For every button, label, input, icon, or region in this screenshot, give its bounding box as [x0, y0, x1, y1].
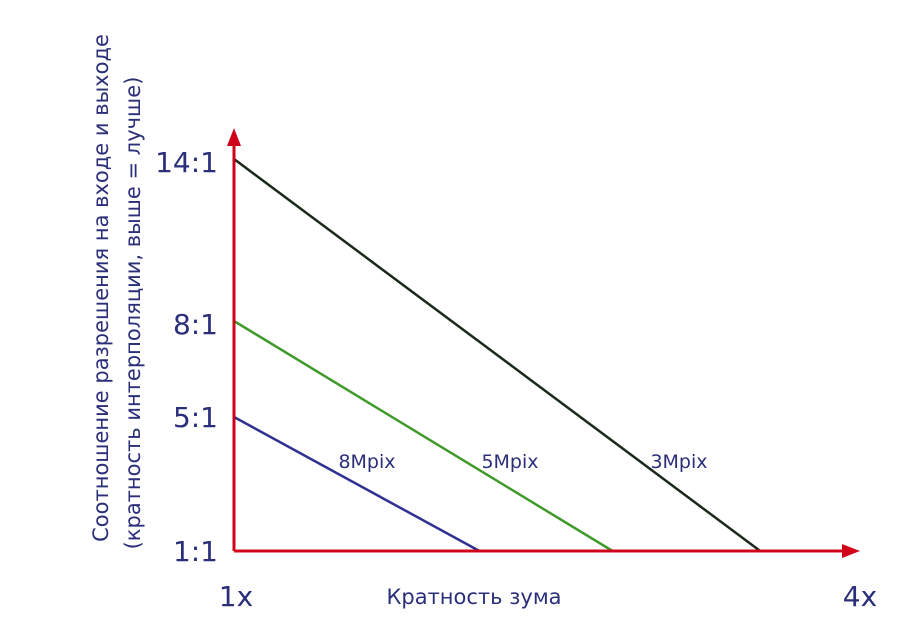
series-label-5mpix: 5Mpix — [481, 451, 538, 473]
series-label-3mpix: 3Mpix — [650, 451, 707, 473]
y-tick-labels: 1:1 5:1 8:1 14:1 — [155, 146, 218, 568]
series-labels: 8Mpix 5Mpix 3Mpix — [338, 451, 707, 473]
y-tick-label: 5:1 — [173, 401, 218, 434]
y-axis-arrow — [227, 128, 241, 146]
x-tick-labels: 1x 4x — [219, 580, 877, 613]
y-axis-label-line-2: (кратность интерполяции, выше = лучше) — [121, 77, 145, 550]
x-tick-label: 4x — [843, 580, 877, 613]
series-line-3mpix — [233, 157, 761, 553]
series-layer — [233, 157, 761, 553]
x-axis-arrow — [842, 544, 860, 558]
x-tick-label: 1x — [219, 580, 253, 613]
y-tick-label: 1:1 — [173, 535, 218, 568]
axes — [227, 128, 860, 558]
series-line-8mpix — [233, 415, 480, 553]
y-axis-label-line-1: Соотношение разрешения на входе и выходе — [89, 34, 113, 542]
y-tick-label: 8:1 — [173, 308, 218, 341]
y-tick-label: 14:1 — [155, 146, 218, 179]
x-axis-label: Кратность зума — [386, 585, 561, 609]
series-label-8mpix: 8Mpix — [338, 451, 395, 473]
series-line-5mpix — [233, 319, 614, 553]
